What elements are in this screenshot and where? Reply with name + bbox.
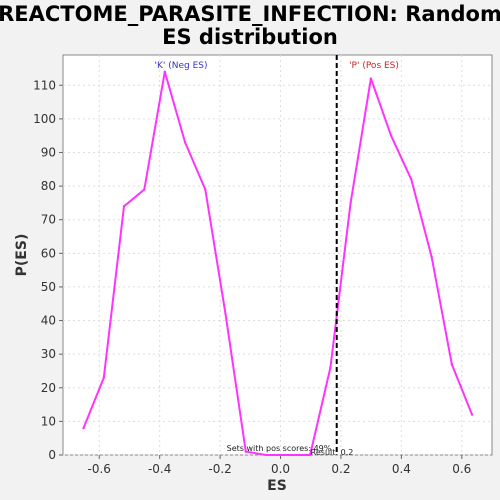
x-tick-label: -0.2 <box>208 462 231 476</box>
data-point <box>430 255 433 258</box>
data-point <box>369 77 373 80</box>
grid-layer <box>63 55 492 456</box>
y-tick-label: 70 <box>41 213 56 227</box>
y-tick-label: 80 <box>41 179 56 193</box>
data-point <box>450 363 454 366</box>
x-tick-label: 0.6 <box>452 462 471 476</box>
x-tick-label: -0.6 <box>88 462 111 476</box>
chart-title-line1: REACTOME_PARASITE_INFECTION: Random <box>0 2 500 26</box>
x-tick-label: 0.2 <box>331 462 350 476</box>
y-tick-label: 40 <box>41 314 56 328</box>
data-point <box>244 450 247 453</box>
x-tick-label: -0.4 <box>148 462 171 476</box>
data-point <box>122 205 126 208</box>
series-line <box>82 70 474 456</box>
series-layer <box>82 70 474 457</box>
axis-layer: 0 10 20 30 40 50 60 70 80 90 100 110 -0.6 -0.4 -0.2 0.0… <box>33 78 471 476</box>
data-point <box>470 413 474 416</box>
y-tick-label: 10 <box>41 414 56 428</box>
y-tick-label: 100 <box>33 112 56 126</box>
pos-es-annotation: 'P' (Pos ES) <box>349 61 399 71</box>
data-point <box>279 453 282 457</box>
neg-es-annotation: 'K' (Neg ES) <box>155 61 208 71</box>
y-tick-label: 90 <box>41 145 56 159</box>
y-tick-label: 20 <box>41 381 56 395</box>
data-point <box>204 188 207 191</box>
data-point <box>163 70 167 74</box>
y-tick-label: 30 <box>41 347 56 361</box>
y-tick-label: 50 <box>41 280 56 294</box>
y-tick-label: 60 <box>41 246 56 260</box>
data-point <box>183 141 187 144</box>
data-point <box>143 188 146 191</box>
data-point <box>264 453 268 457</box>
x-tick-label: 0.4 <box>392 462 411 476</box>
data-point <box>329 366 332 369</box>
chart-title-line2: ES distribution <box>162 25 338 49</box>
data-point <box>102 376 105 379</box>
y-axis-label: P(ES) <box>14 234 30 277</box>
y-tick-label: 0 <box>48 448 56 462</box>
x-tick-label: 0.0 <box>271 462 290 476</box>
data-point <box>389 134 393 137</box>
x-axis-label: ES <box>267 478 287 494</box>
data-point <box>82 426 85 430</box>
data-point <box>224 312 227 316</box>
plot-area <box>62 54 493 456</box>
result-annotation: Result: 0.2 <box>311 448 354 457</box>
sets-pos-scores-annotation: Sets with pos scores: 49% <box>227 444 332 453</box>
data-point <box>308 453 312 457</box>
data-point <box>349 201 352 205</box>
y-tick-label: 110 <box>33 78 56 92</box>
data-point <box>410 178 413 181</box>
